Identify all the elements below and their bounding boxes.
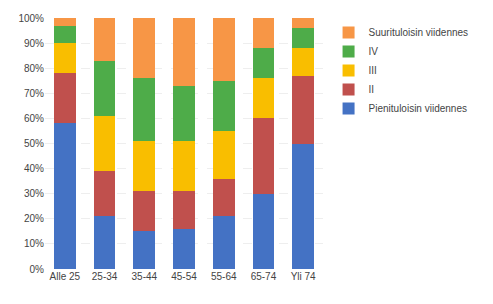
svg-text:30%: 30% (24, 188, 44, 199)
svg-text:II: II (369, 84, 375, 95)
svg-text:0%: 0% (30, 264, 45, 275)
svg-text:65-74: 65-74 (251, 271, 277, 282)
svg-text:80%: 80% (24, 63, 44, 74)
svg-text:Alle 25: Alle 25 (50, 271, 81, 282)
svg-text:35-44: 35-44 (132, 271, 158, 282)
svg-text:25-34: 25-34 (92, 271, 118, 282)
svg-text:60%: 60% (24, 113, 44, 124)
svg-text:50%: 50% (24, 138, 44, 149)
svg-text:45-54: 45-54 (171, 271, 197, 282)
svg-text:90%: 90% (24, 38, 44, 49)
svg-text:Yli 74: Yli 74 (291, 271, 316, 282)
svg-text:IV: IV (369, 46, 379, 57)
svg-text:70%: 70% (24, 88, 44, 99)
svg-text:40%: 40% (24, 163, 44, 174)
svg-text:55-64: 55-64 (211, 271, 237, 282)
svg-text:Suurituloisin viidennes: Suurituloisin viidennes (369, 27, 469, 38)
svg-text:100%: 100% (18, 13, 44, 24)
svg-text:Pienituloisin viidennes: Pienituloisin viidennes (369, 103, 467, 114)
svg-text:10%: 10% (24, 238, 44, 249)
svg-text:20%: 20% (24, 213, 44, 224)
svg-text:III: III (369, 65, 377, 76)
